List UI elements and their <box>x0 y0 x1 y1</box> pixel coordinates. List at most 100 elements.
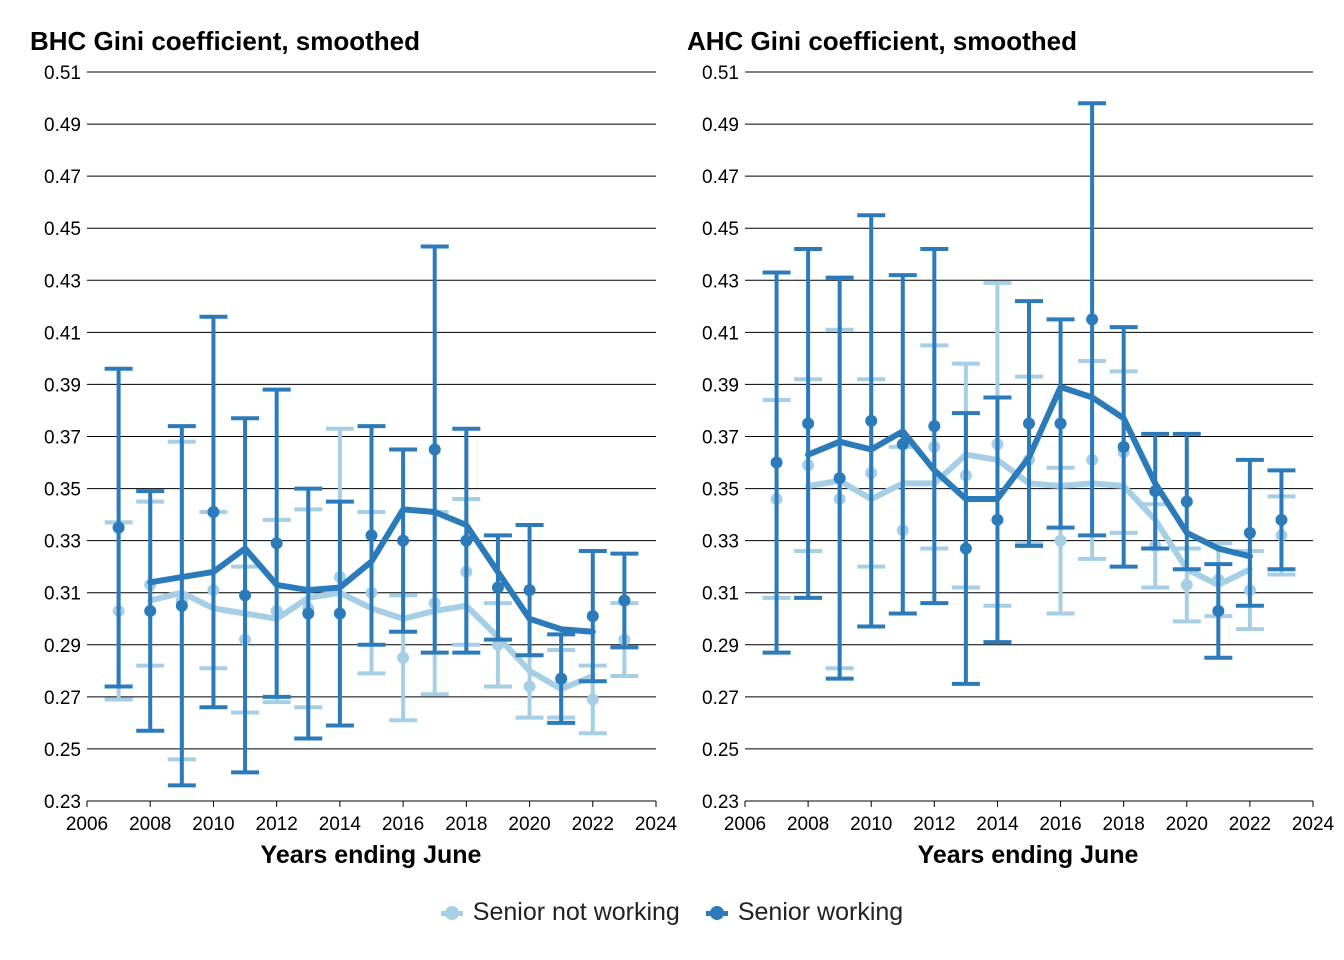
ahc-chart-title: AHC Gini coefficient, smoothed <box>687 26 1078 56</box>
data-point <box>523 584 536 597</box>
data-point <box>1243 526 1256 539</box>
y-tick-label: 0.25 <box>702 740 739 761</box>
x-tick-label: 2022 <box>572 814 614 835</box>
data-point <box>1023 417 1035 430</box>
data-point <box>491 638 504 651</box>
x-tick-label: 2010 <box>192 814 234 835</box>
x-tick-label: 2020 <box>1166 814 1208 835</box>
data-point <box>239 589 252 602</box>
data-point <box>112 521 125 534</box>
y-tick-label: 0.39 <box>44 375 81 396</box>
data-point <box>491 581 504 594</box>
data-point <box>991 513 1004 526</box>
x-tick-label: 2012 <box>256 814 298 835</box>
y-tick-label: 0.31 <box>702 584 739 605</box>
data-point <box>1180 578 1193 591</box>
data-point <box>333 607 346 620</box>
data-point <box>586 610 599 623</box>
legend-item-senior-not-working: Senior not working <box>440 898 680 927</box>
x-tick-label: 2020 <box>508 814 550 835</box>
y-tick-label: 0.35 <box>44 480 81 501</box>
x-tick-label: 2016 <box>382 814 424 835</box>
x-tick-label: 2006 <box>66 814 108 835</box>
data-point <box>1054 534 1067 547</box>
data-point <box>1180 495 1193 508</box>
legend-label-senior-working: Senior working <box>737 898 904 926</box>
data-point <box>865 414 878 427</box>
legend-key-senior-not-working <box>440 902 463 924</box>
data-point <box>144 604 157 617</box>
y-tick-label: 0.29 <box>702 636 739 657</box>
y-tick-label: 0.35 <box>702 480 739 501</box>
x-tick-label: 2010 <box>850 814 892 835</box>
bhc-chart-title: BHC Gini coefficient, smoothed <box>30 26 421 56</box>
legend-item-senior-working: Senior working <box>705 898 904 927</box>
data-point <box>460 534 473 547</box>
data-point <box>1086 313 1099 326</box>
y-tick-label: 0.51 <box>702 63 739 84</box>
data-point <box>365 529 378 542</box>
bhc-chart: 0.23 0.25 0.27 0.29 0.31 0.33 0.35 0.37 0.39 0.41… <box>44 63 678 835</box>
data-point <box>959 542 972 555</box>
x-tick-label: 2018 <box>1103 814 1145 835</box>
y-tick-label: 0.47 <box>44 167 81 188</box>
y-tick-label: 0.49 <box>44 115 81 136</box>
data-point <box>1054 417 1067 430</box>
y-tick-label: 0.33 <box>702 532 739 553</box>
y-tick-label: 0.45 <box>44 219 81 240</box>
x-tick-label: 2022 <box>1229 814 1271 835</box>
legend: Senior not working Senior working <box>0 898 1344 927</box>
y-tick-label: 0.29 <box>44 636 81 657</box>
y-tick-label: 0.33 <box>44 532 81 553</box>
y-tick-label: 0.45 <box>702 219 739 240</box>
y-tick-label: 0.27 <box>44 688 81 709</box>
x-tick-label: 2008 <box>787 814 829 835</box>
x-tick-label: 2006 <box>724 814 766 835</box>
x-tick-label: 2014 <box>976 814 1019 835</box>
data-point <box>397 534 410 547</box>
data-point <box>1149 485 1162 498</box>
x-tick-label: 2012 <box>913 814 955 835</box>
y-tick-label: 0.41 <box>44 323 81 344</box>
data-point <box>1212 604 1225 617</box>
y-tick-label: 0.37 <box>702 428 739 449</box>
data-point <box>928 420 941 433</box>
y-tick-label: 0.41 <box>702 323 739 344</box>
x-tick-label: 2018 <box>445 814 487 835</box>
data-point <box>770 456 783 469</box>
x-tick-label: 2014 <box>319 814 362 835</box>
smoothed-line <box>805 384 1253 560</box>
smoothed-line <box>147 506 596 635</box>
data-point <box>428 443 441 456</box>
series-senior-working <box>762 101 1296 686</box>
data-point <box>207 506 220 519</box>
data-point <box>270 537 283 550</box>
y-tick-label: 0.31 <box>44 584 81 605</box>
data-point <box>1117 440 1130 453</box>
y-tick-label: 0.49 <box>702 115 739 136</box>
ahc-chart: 0.23 0.25 0.27 0.29 0.31 0.33 0.35 0.37 0.39 0.41… <box>702 63 1335 835</box>
y-tick-label: 0.37 <box>44 428 81 449</box>
x-tick-label: 2016 <box>1039 814 1081 835</box>
data-point <box>802 417 815 430</box>
y-tick-label: 0.51 <box>44 63 81 84</box>
data-point <box>175 599 188 612</box>
ahc-x-axis-title: Years ending June <box>917 841 1139 869</box>
data-point <box>1275 513 1288 526</box>
legend-label-senior-not-working: Senior not working <box>472 898 680 926</box>
legend-key-senior-working <box>705 902 728 924</box>
data-point <box>302 607 315 620</box>
y-tick-label: 0.43 <box>702 271 739 292</box>
y-tick-label: 0.25 <box>44 740 81 761</box>
data-point <box>397 651 410 664</box>
data-point <box>586 693 599 706</box>
bhc-x-axis-title: Years ending June <box>260 841 482 869</box>
y-tick-label: 0.23 <box>44 792 81 813</box>
x-tick-label: 2024 <box>635 814 678 835</box>
data-point <box>523 680 536 693</box>
y-tick-label: 0.43 <box>44 271 81 292</box>
x-tick-label: 2008 <box>129 814 171 835</box>
y-tick-label: 0.39 <box>702 375 739 396</box>
x-tick-label: 2024 <box>1292 814 1335 835</box>
